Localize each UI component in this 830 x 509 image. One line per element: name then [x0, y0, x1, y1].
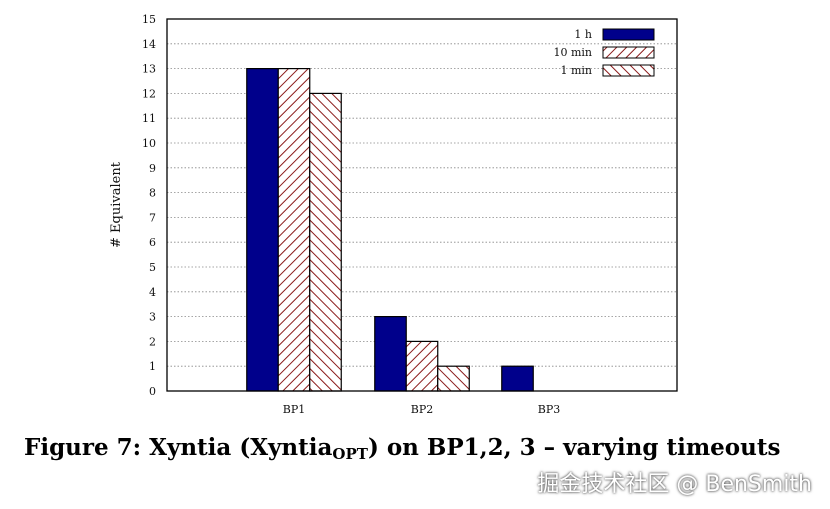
legend-label: 10 min — [553, 46, 592, 59]
legend: 1 h 10 min 1 min — [553, 28, 655, 77]
bar-bp3-1h — [501, 365, 534, 392]
x-tick-label: BP1 — [283, 403, 305, 416]
y-tick-label: 4 — [149, 286, 156, 299]
plot-frame — [166, 18, 678, 392]
y-axis-label: # Equivalent — [109, 161, 124, 248]
legend-swatch — [602, 64, 655, 77]
y-tick-label: 6 — [149, 236, 156, 249]
y-tick-label: 15 — [142, 13, 156, 26]
y-tick-label: 11 — [142, 112, 156, 125]
y-tick-label: 10 — [142, 137, 156, 150]
gridlines — [167, 43, 677, 367]
y-tick-label: 9 — [149, 162, 156, 175]
caption-prefix: Figure 7: Xyntia (Xyntia — [24, 434, 333, 461]
y-tick-label: 2 — [149, 335, 156, 348]
bar-bp2-10min — [405, 340, 439, 392]
legend-label: 1 h — [574, 28, 592, 41]
legend-swatch — [602, 46, 655, 59]
bar-bp2-1min — [437, 365, 470, 392]
bar-bp1-1h — [246, 67, 279, 392]
x-tick-label: BP2 — [411, 403, 433, 416]
bar-bp2-1h — [374, 316, 407, 392]
y-tick-label: 5 — [149, 261, 156, 274]
caption-suffix: ) on BP1,2, 3 – varying timeouts — [367, 434, 781, 461]
y-tick-label: 13 — [142, 63, 156, 76]
caption-subscript: OPT — [332, 445, 368, 463]
watermark: 掘金技术社区 @ BenSmith — [537, 472, 812, 497]
y-tick-label: 14 — [142, 38, 156, 51]
y-tick-label: 12 — [142, 87, 156, 100]
x-tick-label: BP3 — [538, 403, 560, 416]
bars — [246, 67, 534, 392]
y-tick-label: 1 — [149, 360, 156, 373]
bar-bp1-1min — [309, 92, 342, 392]
legend-label: 1 min — [560, 64, 592, 77]
legend-swatch — [602, 28, 655, 41]
figure-caption: Figure 7: Xyntia (XyntiaOPT) on BP1,2, 3… — [24, 434, 814, 463]
bar-bp1-10min — [277, 67, 311, 392]
y-tick-label: 7 — [149, 211, 156, 224]
y-tick-label: 0 — [149, 385, 156, 398]
x-axis-ticks: BP1 BP2 BP3 — [283, 403, 560, 416]
y-tick-label: 3 — [149, 311, 156, 324]
y-tick-label: 8 — [149, 187, 156, 200]
